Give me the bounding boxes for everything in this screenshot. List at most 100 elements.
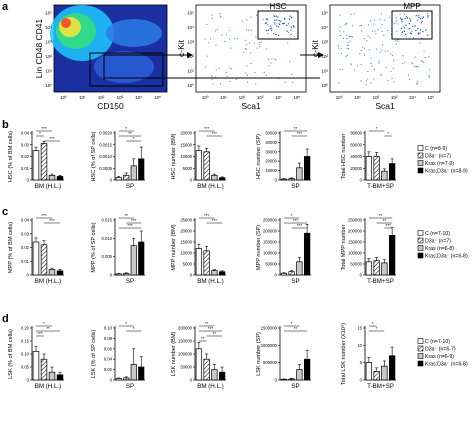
event-dot <box>218 67 220 69</box>
y-tick-label: 10⁰ <box>321 83 328 88</box>
gate-dot <box>401 21 403 23</box>
event-dot <box>342 68 344 70</box>
bar <box>195 248 203 276</box>
event-dot <box>417 19 419 21</box>
sig-label: *** <box>37 331 43 336</box>
y-tick-label: 10⁰ <box>187 83 194 88</box>
event-dot <box>339 30 341 32</box>
event-dot <box>338 47 340 49</box>
gate-dot <box>405 24 407 26</box>
gate-dot <box>415 30 417 32</box>
gate-dot <box>427 34 429 36</box>
event-dot <box>260 41 262 43</box>
event-dot <box>370 62 372 64</box>
event-dot <box>246 44 248 46</box>
sig-label: ** <box>205 321 209 326</box>
event-dot <box>414 66 416 68</box>
y-tick-label: 200000 <box>178 326 193 331</box>
y-tick-label: 150000 <box>348 240 363 245</box>
event-dot <box>359 25 361 27</box>
bar <box>296 369 303 381</box>
gate-dot <box>290 29 292 31</box>
event-dot <box>359 53 361 55</box>
gate-dot <box>425 29 427 31</box>
legend-label: Kras (n=6-9) <box>425 354 454 360</box>
event-dot <box>259 46 261 48</box>
y-tick-label: 0.0020 <box>99 131 112 136</box>
event-dot <box>350 36 352 38</box>
gate-dot <box>408 23 410 25</box>
bar-chart-c-4: 050000100000150000200000250000*******SPM… <box>256 213 311 285</box>
gate-dot <box>281 22 284 25</box>
gate-dot <box>418 15 420 17</box>
event-dot <box>384 19 386 21</box>
y-tick-label: 0 <box>360 378 363 383</box>
legend-swatch <box>417 237 424 244</box>
event-dot <box>263 71 265 73</box>
bar <box>56 374 64 381</box>
y-tick-label: 0.15 <box>21 339 30 344</box>
event-dot <box>245 48 247 50</box>
sig-label: *** <box>212 218 218 223</box>
x-label: SP <box>126 183 134 190</box>
bar <box>373 260 380 276</box>
y-tick-label: 50000 <box>265 131 277 136</box>
event-dot <box>343 31 345 33</box>
x-tick-label: 10¹ <box>79 95 86 100</box>
gate-dot <box>427 16 429 18</box>
arrow-head <box>187 52 193 58</box>
x-label: T-BM+SP <box>367 383 394 390</box>
event-dot <box>219 13 221 15</box>
gate-dot <box>293 26 295 28</box>
event-dot <box>271 58 273 60</box>
event-dot <box>255 36 257 38</box>
x-label: BM (H.L.) <box>35 183 61 190</box>
y-label: HSC (% of BM cells) <box>8 131 14 182</box>
x-tick-label: 10¹ <box>220 95 227 100</box>
event-dot <box>360 24 362 26</box>
event-dot <box>409 17 411 19</box>
event-dot <box>292 81 294 83</box>
event-dot <box>366 40 368 42</box>
y-tick-label: 50000 <box>180 365 192 370</box>
y-tick-label: 10² <box>187 54 194 59</box>
y-tick-label: 50000 <box>265 262 277 267</box>
x-tick-label: 10² <box>239 95 246 100</box>
event-dot <box>348 48 350 50</box>
event-dot <box>388 16 390 18</box>
y-tick-label: 1500000 <box>261 326 278 331</box>
sig-label: *** <box>49 218 55 223</box>
event-dot <box>225 34 227 36</box>
bar <box>373 370 380 381</box>
y-label: LSK number (BM) <box>171 331 177 376</box>
gate-dot <box>405 16 408 18</box>
bar <box>381 170 388 181</box>
event-dot <box>224 40 226 42</box>
event-dot <box>204 38 206 40</box>
event-dot <box>421 60 423 62</box>
x-label: BM (H.L.) <box>35 383 61 390</box>
event-dot <box>396 30 398 32</box>
event-dot <box>360 50 362 52</box>
event-dot <box>408 78 410 80</box>
event-dot <box>371 30 373 32</box>
x-label: SP <box>291 383 299 390</box>
event-dot <box>206 55 208 57</box>
legend-label: C (n=7-10) <box>425 339 450 345</box>
y-tick-label: 80000 <box>350 131 362 136</box>
event-dot <box>373 19 375 21</box>
event-dot <box>382 44 384 46</box>
event-dot <box>226 75 228 77</box>
y-tick-label: 1000000 <box>261 343 278 348</box>
event-dot <box>404 62 406 64</box>
panel-label-b: b <box>2 119 9 131</box>
event-dot <box>339 25 341 27</box>
gate-dot <box>275 15 277 17</box>
event-dot <box>371 65 373 67</box>
bar <box>296 261 303 276</box>
event-dot <box>259 44 261 46</box>
flow-y-label: c-Kit <box>310 39 320 57</box>
bar <box>381 262 388 276</box>
event-dot <box>351 24 353 26</box>
bar <box>130 165 137 181</box>
